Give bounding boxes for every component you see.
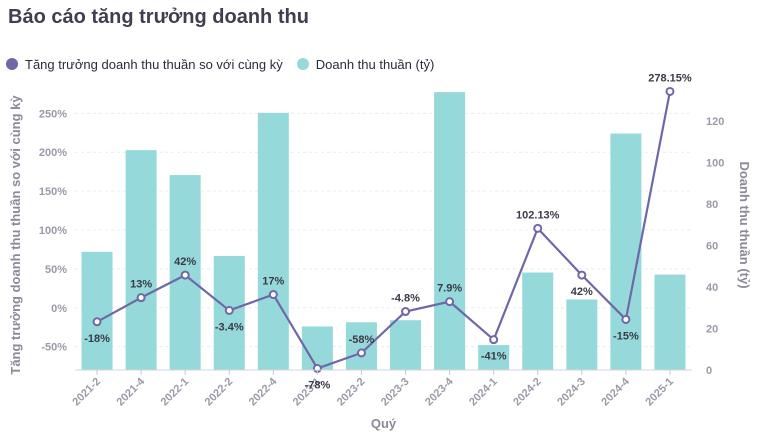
chart-title: Báo cáo tăng trưởng doanh thu xyxy=(8,6,309,28)
growth-point xyxy=(621,314,631,324)
growth-point xyxy=(224,305,234,315)
y-left-tick-label: 0% xyxy=(51,303,67,315)
y-left-tick-label: 50% xyxy=(45,264,67,276)
growth-data-label: -18% xyxy=(84,333,110,345)
growth-point xyxy=(401,307,411,317)
legend-label-growth: Tăng trưởng doanh thu thuần so với cùng … xyxy=(25,56,283,72)
revenue-bar xyxy=(434,92,466,371)
growth-data-label: 17% xyxy=(262,276,284,288)
growth-data-label: 13% xyxy=(130,279,152,291)
revenue-bar xyxy=(390,320,422,370)
growth-data-label: -41% xyxy=(481,351,507,363)
x-tick-label: 2021-2 xyxy=(70,376,103,409)
growth-point xyxy=(356,348,366,358)
growth-point xyxy=(92,317,102,327)
bars xyxy=(81,92,686,371)
x-tick-label: 2025-1 xyxy=(643,376,676,409)
revenue-bar xyxy=(81,251,113,370)
y-left-tick-label: 250% xyxy=(39,108,67,120)
x-tick-label: 2024-2 xyxy=(511,376,544,409)
y-left-tick-label: 150% xyxy=(39,186,67,198)
growth-line-path xyxy=(96,91,672,370)
growth-data-label: -78% xyxy=(305,379,331,391)
growth-data-label: 42% xyxy=(174,256,196,268)
growth-point xyxy=(445,297,455,307)
growth-data-label: 102.13% xyxy=(516,209,560,221)
revenue-bar xyxy=(257,112,289,370)
y-right-axis-title: Doanh thu thuần (tỷ) xyxy=(737,161,752,288)
revenue-bar xyxy=(125,150,157,370)
x-axis-title: Quý xyxy=(371,416,397,431)
growth-point xyxy=(533,223,543,233)
legend-item-revenue[interactable]: Doanh thu thuần (tỷ) xyxy=(296,56,435,72)
revenue-bar xyxy=(566,299,598,370)
growth-data-label: -58% xyxy=(349,334,375,346)
x-tick-label: 2022-4 xyxy=(247,375,280,408)
growth-data-label: -4.8% xyxy=(391,293,420,305)
revenue-bar xyxy=(301,326,333,370)
revenue-bar xyxy=(478,345,510,370)
growth-point xyxy=(489,335,499,345)
legend: Tăng trưởng doanh thu thuần so với cùng … xyxy=(6,55,448,73)
y-left-tick-label: -50% xyxy=(41,342,67,354)
x-tick-label: 2021-4 xyxy=(115,375,148,408)
x-tick-label: 2023-3 xyxy=(379,376,412,409)
x-tick-label: 2022-2 xyxy=(203,376,236,409)
x-tick-label: 2024-4 xyxy=(599,375,632,408)
growth-point xyxy=(136,293,146,303)
growth-data-label: 42% xyxy=(571,286,593,298)
y-right-tick-label: 40 xyxy=(706,282,718,294)
x-tick-label: 2024-3 xyxy=(555,376,588,409)
growth-point xyxy=(665,86,675,96)
y-left-tick-label: 200% xyxy=(39,147,67,159)
x-tick-label: 2023-2 xyxy=(335,376,368,409)
revenue-bar xyxy=(654,274,686,370)
growth-data-label: -3.4% xyxy=(215,321,244,333)
revenue-bar xyxy=(610,133,642,370)
growth-data-label: 7.9% xyxy=(437,283,462,295)
y-right-tick-label: 120 xyxy=(706,116,724,128)
legend-item-growth[interactable]: Tăng trưởng doanh thu thuần so với cùng … xyxy=(6,57,283,72)
legend-swatch-revenue xyxy=(296,58,309,70)
y-left-tick-label: 100% xyxy=(39,225,67,237)
growth-point xyxy=(180,270,190,280)
growth-point xyxy=(268,290,278,300)
revenue-bar xyxy=(522,272,554,370)
growth-data-label: 278.15% xyxy=(648,72,692,84)
x-tick-label: 2023-4 xyxy=(423,375,456,408)
growth-data-label: -15% xyxy=(613,330,639,342)
revenue-bar xyxy=(345,322,377,370)
y-right-tick-label: 60 xyxy=(706,241,718,253)
x-tick-label: 2022-1 xyxy=(159,376,192,409)
y-right-tick-label: 0 xyxy=(706,365,712,377)
growth-point xyxy=(577,270,587,280)
y-right-tick-label: 80 xyxy=(706,199,718,211)
data-labels: -18% 13% 42% -3.4% 17% -78% -58% -4.8% 7.9% -41% 1… xyxy=(84,72,692,391)
y-left-axis-title: Tăng trưởng doanh thu thuần so với cùng … xyxy=(8,95,23,375)
grid-lines xyxy=(75,112,692,348)
legend-label-revenue: Doanh thu thuần (tỷ) xyxy=(315,56,435,72)
y-right-tick-label: 100 xyxy=(706,158,724,170)
x-tick-label: 2024-1 xyxy=(467,376,500,409)
y-right-tick-label: 20 xyxy=(706,324,718,336)
legend-swatch-growth xyxy=(6,58,18,70)
